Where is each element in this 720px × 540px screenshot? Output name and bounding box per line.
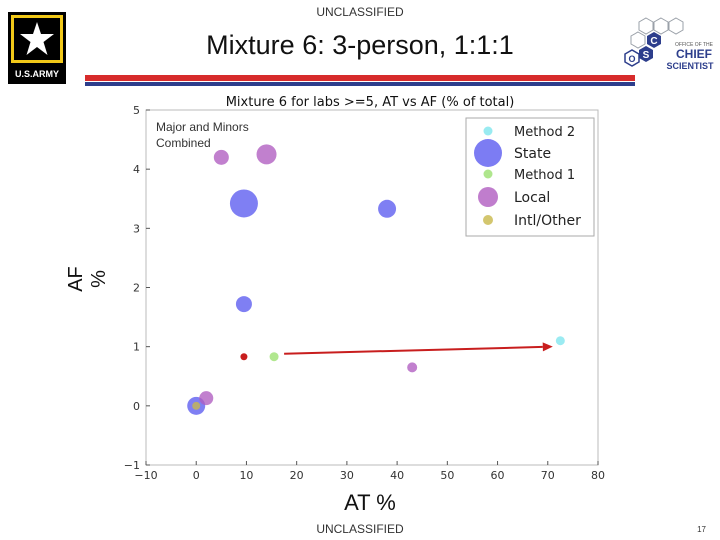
legend-marker xyxy=(483,126,493,136)
x-tick-label: 50 xyxy=(440,469,454,482)
point-local xyxy=(199,391,214,406)
us-army-logo: U.S.ARMY xyxy=(8,12,66,84)
legend-marker xyxy=(483,169,493,179)
chart-legend: Method 2 State Method 1 Local Intl/Other xyxy=(465,117,595,237)
point-local xyxy=(213,149,229,165)
svg-text:SCIENTIST: SCIENTIST xyxy=(666,61,714,71)
point-state xyxy=(229,189,258,218)
legend-marker xyxy=(474,139,502,167)
arrow-annotation xyxy=(284,342,553,355)
y-tick-label: 0 xyxy=(133,400,140,413)
y-tick-label: 4 xyxy=(133,163,140,176)
page-number: 17 xyxy=(697,525,706,534)
title-underline-blue xyxy=(85,82,635,86)
x-tick-label: 70 xyxy=(541,469,555,482)
x-tick-label: 40 xyxy=(390,469,404,482)
x-tick-label: 80 xyxy=(591,469,605,482)
y-tick-label: −1 xyxy=(124,459,140,472)
svg-text:S: S xyxy=(643,50,650,61)
legend-label: Method 1 xyxy=(514,168,575,183)
legend-label: Method 2 xyxy=(514,125,575,140)
annotation-line-1: Major and Minors xyxy=(156,120,249,134)
arrow-head xyxy=(542,342,553,352)
point-state xyxy=(235,296,252,313)
y-tick-label: 2 xyxy=(133,282,140,295)
x-tick-label: 10 xyxy=(239,469,253,482)
title-underline-red xyxy=(85,75,635,81)
point-state xyxy=(378,199,397,218)
x-tick-label: −10 xyxy=(134,469,157,482)
legend-label: State xyxy=(514,146,551,162)
x-tick-label: 60 xyxy=(491,469,505,482)
point-local xyxy=(256,144,277,165)
chart-title: Mixture 6 for labs >=5, AT vs AF (% of t… xyxy=(226,95,515,110)
data-points xyxy=(187,144,565,415)
point-method-2 xyxy=(555,336,565,346)
legend-marker xyxy=(483,215,493,225)
svg-text:C: C xyxy=(650,36,657,47)
x-tick-label: 30 xyxy=(340,469,354,482)
x-tick-label: 20 xyxy=(290,469,304,482)
y-tick-label: 1 xyxy=(133,341,140,354)
classification-bottom: UNCLASSIFIED xyxy=(316,522,404,536)
legend-label: Local xyxy=(514,190,550,206)
legend-label: Intl/Other xyxy=(514,213,581,229)
y-axis-label: AF % xyxy=(65,266,110,292)
y-tick-label: 5 xyxy=(133,104,140,117)
point-method-1 xyxy=(269,352,279,362)
x-tick-label: 0 xyxy=(193,469,200,482)
svg-text:OFFICE OF THE: OFFICE OF THE xyxy=(675,42,714,48)
y-tick-label: 3 xyxy=(133,222,140,235)
slide-title: Mixture 6: 3-person, 1:1:1 xyxy=(206,30,514,60)
arrow-shaft xyxy=(284,345,543,355)
legend-marker xyxy=(478,187,498,207)
chief-scientist-logo: C S O OFFICE OF THE CHIEF SCIENTIST xyxy=(624,17,714,71)
point-intl-other xyxy=(192,401,201,410)
x-axis-label: AT % xyxy=(344,490,396,515)
classification-top: UNCLASSIFIED xyxy=(316,5,404,19)
point-local xyxy=(407,362,418,373)
svg-text:CHIEF: CHIEF xyxy=(676,47,712,61)
point-marker xyxy=(240,353,248,361)
svg-text:O: O xyxy=(628,54,635,64)
scatter-chart: Mixture 6 for labs >=5, AT vs AF (% of t… xyxy=(124,95,605,482)
svg-text:U.S.ARMY: U.S.ARMY xyxy=(15,69,59,79)
annotation-line-2: Combined xyxy=(156,136,211,150)
